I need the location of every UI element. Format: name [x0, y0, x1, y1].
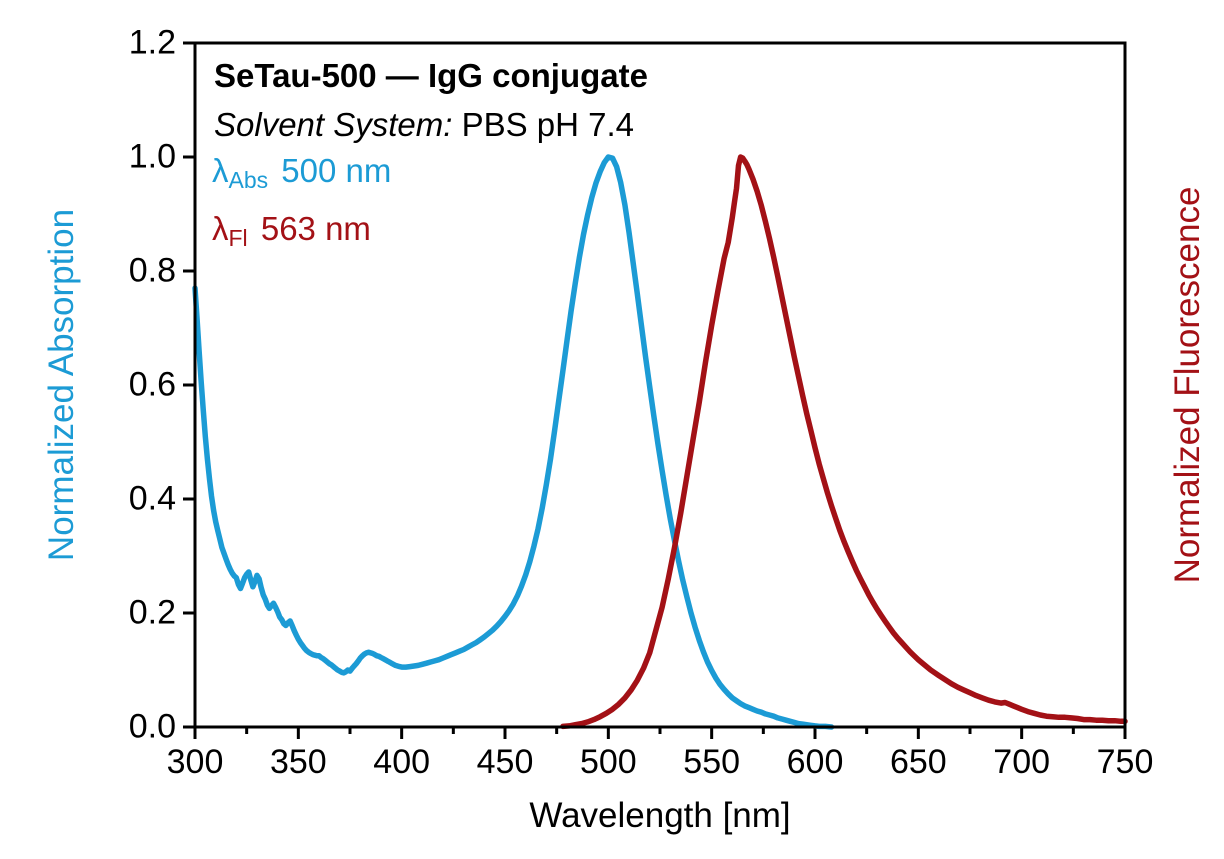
lambda-fl-line: λFl 563 nm — [212, 210, 371, 251]
y-tick-label: 0.6 — [128, 365, 176, 404]
x-axis-title: Wavelength [nm] — [529, 796, 791, 835]
y-tick-label: 0.4 — [128, 479, 176, 518]
lambda-abs-symbol: λ — [212, 152, 229, 189]
x-tick-label: 700 — [993, 743, 1051, 781]
left-axis-title: Normalized Absorption — [42, 208, 81, 562]
absorption-curve — [192, 154, 835, 730]
lambda-fl-value: 563 nm — [251, 210, 371, 247]
lambda-abs-subscript: Abs — [228, 167, 269, 194]
solvent-label: Solvent System: — [214, 106, 453, 143]
x-tick-label: 450 — [476, 743, 534, 781]
lambda-abs-line: λAbs 500 nm — [212, 152, 392, 193]
solvent-line: Solvent System: PBS pH 7.4 — [214, 106, 635, 143]
x-tick-label: 400 — [373, 743, 431, 781]
x-tick-label: 350 — [269, 743, 327, 781]
fluorescence-curve — [560, 154, 1128, 730]
y-tick-label: 1.0 — [128, 137, 176, 176]
y-tick-label: 0.0 — [128, 707, 176, 746]
x-tick-label: 500 — [579, 743, 637, 781]
y-tick-label: 1.2 — [128, 23, 176, 62]
x-tick-label: 300 — [166, 743, 224, 781]
x-tick-label: 650 — [889, 743, 947, 781]
y-tick-label: 0.2 — [128, 593, 176, 632]
solvent-value: PBS pH 7.4 — [452, 106, 635, 143]
lambda-fl-symbol: λ — [212, 210, 229, 247]
right-axis-title: Normalized Fluorescence — [1168, 186, 1207, 584]
lambda-fl-subscript: Fl — [228, 225, 248, 252]
x-tick-label: 600 — [786, 743, 844, 781]
x-tick-label: 750 — [1096, 743, 1154, 781]
plot-frame — [193, 41, 1127, 729]
y-tick-label: 0.8 — [128, 251, 176, 290]
lambda-abs-value: 500 nm — [272, 152, 392, 189]
sample-title: SeTau-500 — IgG conjugate — [214, 57, 648, 94]
x-tick-label: 550 — [683, 743, 741, 781]
